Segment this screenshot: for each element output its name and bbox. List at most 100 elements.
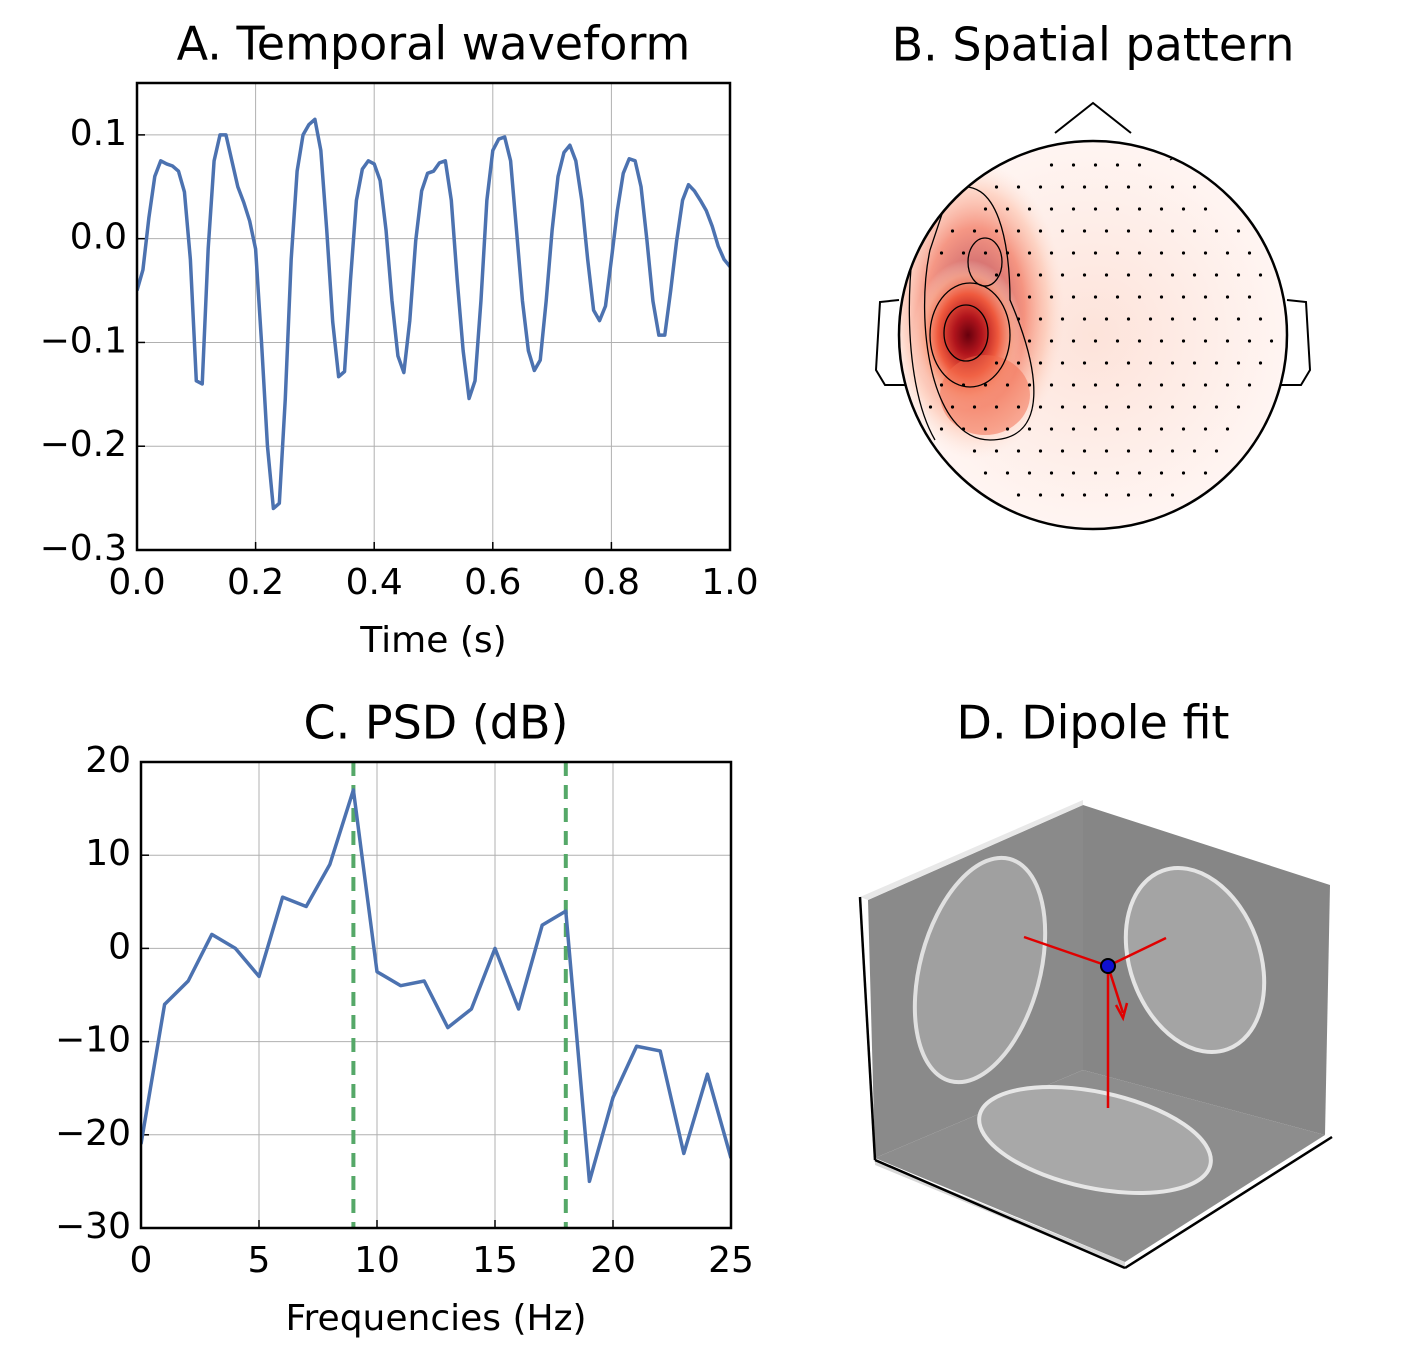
sensor	[1126, 361, 1131, 365]
sensor	[1115, 383, 1120, 387]
sensor	[1126, 229, 1131, 233]
sensor	[1181, 471, 1186, 475]
y-tick-label: −10	[55, 1020, 131, 1061]
sensor	[1082, 405, 1087, 409]
sensor	[994, 405, 999, 409]
sensor	[1005, 427, 1010, 431]
sensor	[939, 383, 944, 387]
sensor	[1159, 427, 1164, 431]
sensor	[994, 229, 999, 233]
sensor	[1225, 339, 1230, 343]
sensor	[1104, 185, 1109, 189]
sensor	[1082, 273, 1087, 277]
sensor	[1192, 361, 1197, 365]
sensor	[1214, 449, 1219, 453]
sensor	[983, 471, 988, 475]
sensor	[1115, 163, 1120, 167]
chart-title: C. PSD (dB)	[304, 696, 569, 750]
sensor	[1192, 185, 1197, 189]
sensor	[1016, 493, 1021, 497]
sensor	[1126, 405, 1131, 409]
sensor	[1258, 317, 1263, 321]
topomap	[874, 101, 1312, 531]
sensor	[1148, 273, 1153, 277]
sensor	[1005, 383, 1010, 387]
sensor	[1236, 361, 1241, 365]
sensor	[1181, 339, 1186, 343]
sensor	[1071, 163, 1076, 167]
sensor	[1170, 361, 1175, 365]
x-tick-label: 20	[590, 1240, 636, 1281]
sensor	[1170, 493, 1175, 497]
x-tick-label: 25	[708, 1240, 754, 1281]
sensor	[1093, 427, 1098, 431]
sensor	[1016, 449, 1021, 453]
sensor	[1192, 317, 1197, 321]
sensor	[1049, 471, 1054, 475]
y-tick-label: −0.2	[40, 424, 127, 465]
sensor	[1016, 317, 1021, 321]
x-tick-label: 10	[354, 1240, 400, 1281]
sensor	[1225, 251, 1230, 255]
sensor	[1071, 207, 1076, 211]
sensor	[983, 383, 988, 387]
plot-frame	[139, 760, 733, 1230]
sensor	[1104, 317, 1109, 321]
sensor	[1203, 251, 1208, 255]
sensor	[1093, 251, 1098, 255]
sensor	[1049, 163, 1054, 167]
sensor	[994, 361, 999, 365]
sensor	[1225, 427, 1230, 431]
sensor	[1016, 273, 1021, 277]
sensor	[1027, 383, 1032, 387]
sensor	[1049, 339, 1054, 343]
sensor	[1203, 471, 1208, 475]
sensor	[1038, 405, 1043, 409]
sensor	[1236, 273, 1241, 277]
sensor	[1192, 273, 1197, 277]
sensor	[1236, 405, 1241, 409]
sensor	[994, 449, 999, 453]
chart-title: D. Dipole fit	[957, 696, 1230, 750]
sensor	[1060, 229, 1065, 233]
sensor	[1093, 207, 1098, 211]
sensor	[1115, 339, 1120, 343]
sensor	[1225, 295, 1230, 299]
sensor	[1104, 361, 1109, 365]
x-tick-label: 0.2	[227, 562, 284, 603]
sensor	[1181, 207, 1186, 211]
x-axis-label: Time (s)	[359, 620, 506, 661]
sensor	[1038, 493, 1043, 497]
sensor	[1038, 317, 1043, 321]
sensor	[972, 449, 977, 453]
sensor	[1049, 383, 1054, 387]
sensor	[1203, 383, 1208, 387]
sensor	[1104, 493, 1109, 497]
sensor	[1060, 317, 1065, 321]
sensor	[1148, 405, 1153, 409]
sensor	[1060, 185, 1065, 189]
sensor	[1247, 251, 1252, 255]
sensor	[1005, 251, 1010, 255]
sensor	[1093, 383, 1098, 387]
sensor	[1203, 339, 1208, 343]
sensor	[1126, 317, 1131, 321]
sensor	[939, 251, 944, 255]
sensor	[1170, 317, 1175, 321]
sensor	[1214, 361, 1219, 365]
sensor	[1071, 471, 1076, 475]
sensor	[1137, 383, 1142, 387]
sensor	[1082, 449, 1087, 453]
sensor	[1049, 251, 1054, 255]
sensor	[1137, 163, 1142, 167]
sensor	[1258, 273, 1263, 277]
sensor	[1060, 493, 1065, 497]
y-tick-label: −0.1	[40, 320, 127, 361]
sensor	[1093, 471, 1098, 475]
sensor	[1159, 207, 1164, 211]
sensor	[1104, 273, 1109, 277]
sensor	[1104, 229, 1109, 233]
sensor	[1214, 317, 1219, 321]
sensor	[994, 185, 999, 189]
sensor	[1236, 229, 1241, 233]
